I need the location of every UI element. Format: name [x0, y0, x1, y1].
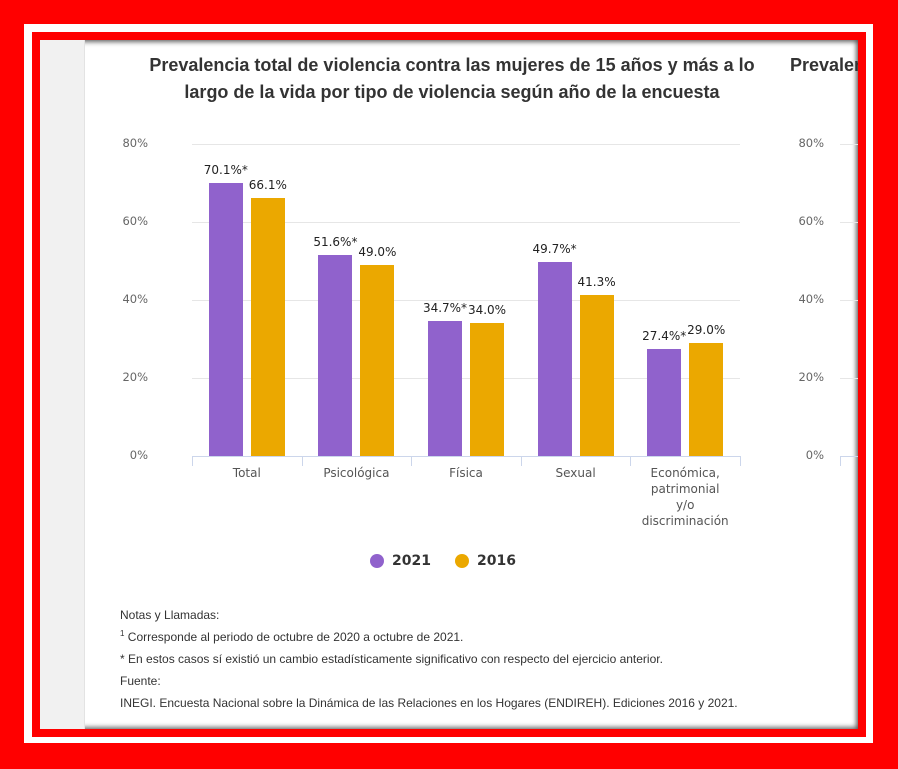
data-label: 29.0%: [687, 322, 726, 337]
data-label: 49.7%*: [532, 242, 577, 257]
right-chart-x-tick: [840, 456, 841, 466]
x-axis-line: [192, 456, 740, 457]
legend-label: 2016: [476, 553, 516, 569]
bar-2021[interactable]: [318, 254, 353, 456]
bar-2016[interactable]: [250, 198, 285, 456]
x-axis-category-label: Económica, patrimonial y/o discriminación: [631, 465, 739, 529]
footnote-star: * En estos casos sí existió un cambio es…: [120, 652, 663, 666]
notes-section: Notas y Llamadas: 1 Corresponde al perio…: [120, 604, 738, 714]
right-chart-y-tick-label: 40%: [798, 292, 824, 306]
right-chart-gridline: [840, 300, 858, 301]
legend-item-2021[interactable]: 2021: [370, 553, 431, 569]
legend-dot-icon: [370, 554, 384, 568]
chart-title: Prevalencia total de violencia contra la…: [149, 55, 755, 102]
y-axis-tick-label: 60%: [122, 214, 148, 228]
gridline: [192, 300, 740, 301]
data-label: 34.7%*: [422, 300, 468, 315]
y-axis-tick-label: 20%: [122, 370, 148, 384]
bar-2016[interactable]: [689, 342, 724, 456]
category-label-line: Sexual: [555, 466, 596, 480]
x-axis-tick: [520, 456, 522, 466]
footnote-marker: 1: [120, 629, 125, 638]
gridline: [192, 222, 740, 223]
bar-2021[interactable]: [208, 182, 243, 456]
category-label-line: discriminación: [641, 514, 729, 528]
right-chart-y-tick-label: 20%: [798, 370, 824, 384]
footnote-1-text: Corresponde al periodo de octubre de 202…: [127, 630, 464, 644]
bar-2016[interactable]: [360, 264, 395, 456]
y-axis-tick-label: 0%: [129, 448, 148, 462]
data-label: 70.1%*: [203, 162, 248, 177]
gridline: [192, 144, 740, 145]
legend-dot-icon: [454, 554, 469, 568]
legend-label: 2021: [392, 553, 431, 569]
x-axis-category-label: Sexual: [522, 465, 630, 481]
x-axis-category-label: Total: [193, 465, 301, 481]
data-label: 27.4%*: [642, 329, 687, 344]
left-sidebar: [40, 40, 85, 729]
legend-item-2016[interactable]: 2016: [454, 553, 516, 569]
category-label-line: patrimonial: [650, 482, 720, 496]
x-axis-tick: [740, 456, 741, 466]
category-label-line: Física: [449, 466, 483, 480]
second-chart-title-partial: Prevalen: [790, 55, 858, 75]
right-chart-y-tick-label: 80%: [798, 136, 824, 150]
right-chart-y-tick-label: 0%: [805, 448, 824, 462]
category-label-line: y/o: [675, 498, 695, 512]
right-chart-gridline: [840, 222, 858, 223]
category-label-line: Total: [232, 466, 261, 480]
data-label: 66.1%: [248, 178, 287, 193]
bar-2016[interactable]: [470, 323, 504, 456]
footnote-1: 1 Corresponde al periodo de octubre de 2…: [120, 626, 738, 648]
bar-2021[interactable]: [428, 320, 462, 456]
bar-2021[interactable]: [537, 262, 572, 456]
x-axis-tick: [301, 456, 303, 466]
data-label: 51.6%*: [313, 234, 358, 249]
right-chart-y-tick-label: 60%: [798, 214, 824, 228]
bar-2021[interactable]: [647, 349, 682, 456]
x-axis-tick: [630, 456, 632, 466]
notes-heading: Notas y Llamadas:: [120, 608, 220, 622]
gridline: [192, 378, 740, 379]
source-text: INEGI. Encuesta Nacional sobre la Dinámi…: [120, 696, 738, 710]
chart-legend: 2021 2016: [370, 553, 516, 569]
category-label-line: Psicológica: [323, 466, 390, 480]
x-axis-tick: [192, 456, 193, 466]
y-axis-tick-label: 40%: [122, 292, 148, 306]
source-heading: Fuente:: [120, 674, 161, 688]
data-label: 34.0%: [467, 303, 507, 318]
right-chart-x-axis: [840, 456, 858, 457]
content-panel: Prevalencia total de violencia contra la…: [40, 40, 858, 729]
y-axis-tick-label: 80%: [122, 136, 148, 150]
data-label: 41.3%: [577, 274, 616, 289]
category-label-line: Económica,: [650, 466, 720, 480]
x-axis-category-label: Física: [412, 465, 520, 481]
x-axis-category-label: Psicológica: [302, 465, 410, 481]
data-label: 49.0%: [358, 244, 397, 259]
bar-2016[interactable]: [579, 294, 614, 456]
right-chart-gridline: [840, 378, 858, 379]
bar-chart: 80% 60% 40% 20% 0% 70.1%* 66.1% Total 51.6%* 49.0…: [40, 40, 858, 600]
x-axis-tick: [411, 456, 413, 466]
right-chart-gridline: [840, 144, 858, 145]
